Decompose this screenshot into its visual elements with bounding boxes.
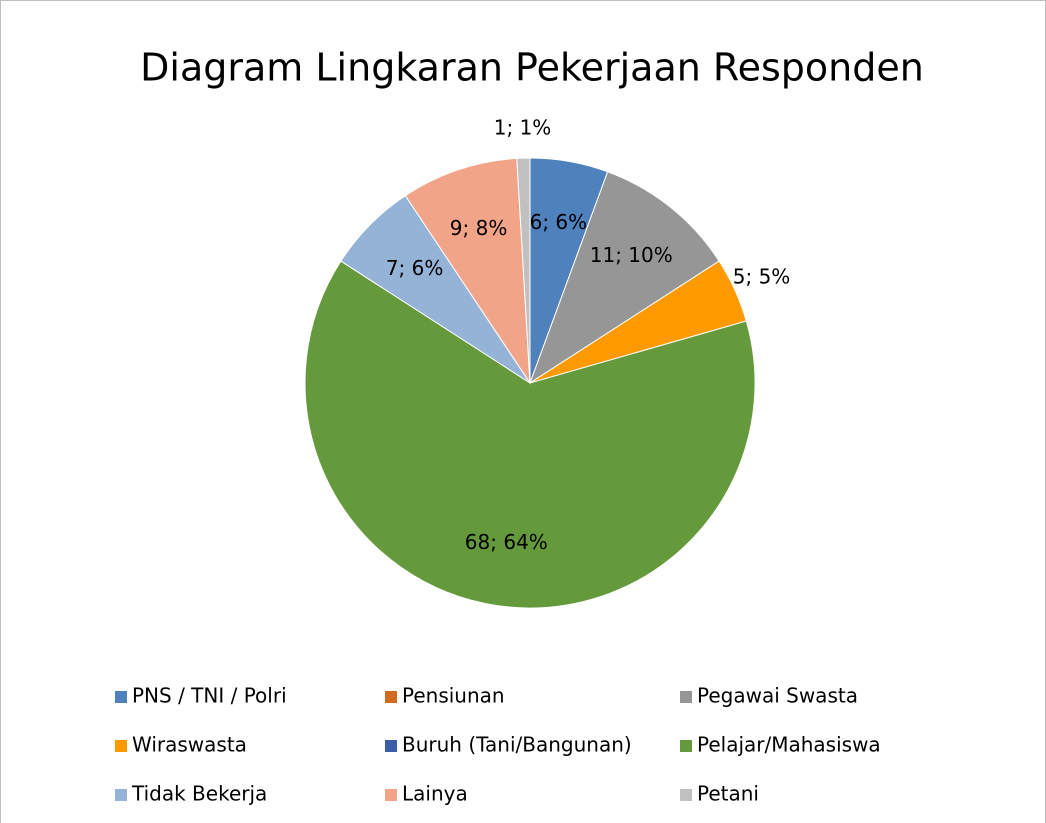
legend-label: Petani (697, 782, 759, 806)
legend-swatch (680, 691, 692, 703)
data-label: 1; 1% (494, 115, 552, 139)
legend-swatch (115, 789, 127, 801)
legend-swatch (115, 691, 127, 703)
data-label: 5; 5% (733, 264, 791, 288)
legend-label: Wiraswasta (132, 733, 247, 757)
chart-title: Diagram Lingkaran Pekerjaan Responden (140, 46, 924, 90)
legend-label: PNS / TNI / Polri (132, 684, 287, 708)
data-label: 6; 6% (530, 210, 588, 234)
pie-slice (516, 157, 531, 384)
pie-slice (404, 157, 531, 385)
legend-label: Lainya (402, 782, 468, 806)
legend-swatch (680, 789, 692, 801)
legend-swatch (680, 740, 692, 752)
data-label: 11; 10% (590, 243, 673, 267)
legend-label: Tidak Bekerja (131, 782, 267, 806)
legend-label: Buruh (Tani/Bangunan) (402, 733, 632, 757)
pie-slice (304, 260, 756, 609)
pie-slice (529, 171, 720, 385)
legend-swatch (385, 740, 397, 752)
data-label: 9; 8% (450, 216, 508, 240)
data-label: 68; 64% (465, 530, 548, 554)
legend-label: Pensiunan (402, 684, 505, 708)
data-label: 7; 6% (386, 256, 444, 280)
legend-swatch (115, 740, 127, 752)
legend-swatch (385, 789, 397, 801)
legend-label: Pegawai Swasta (697, 684, 858, 708)
legend-swatch (385, 691, 397, 703)
legend-label: Pelajar/Mahasiswa (697, 733, 881, 757)
